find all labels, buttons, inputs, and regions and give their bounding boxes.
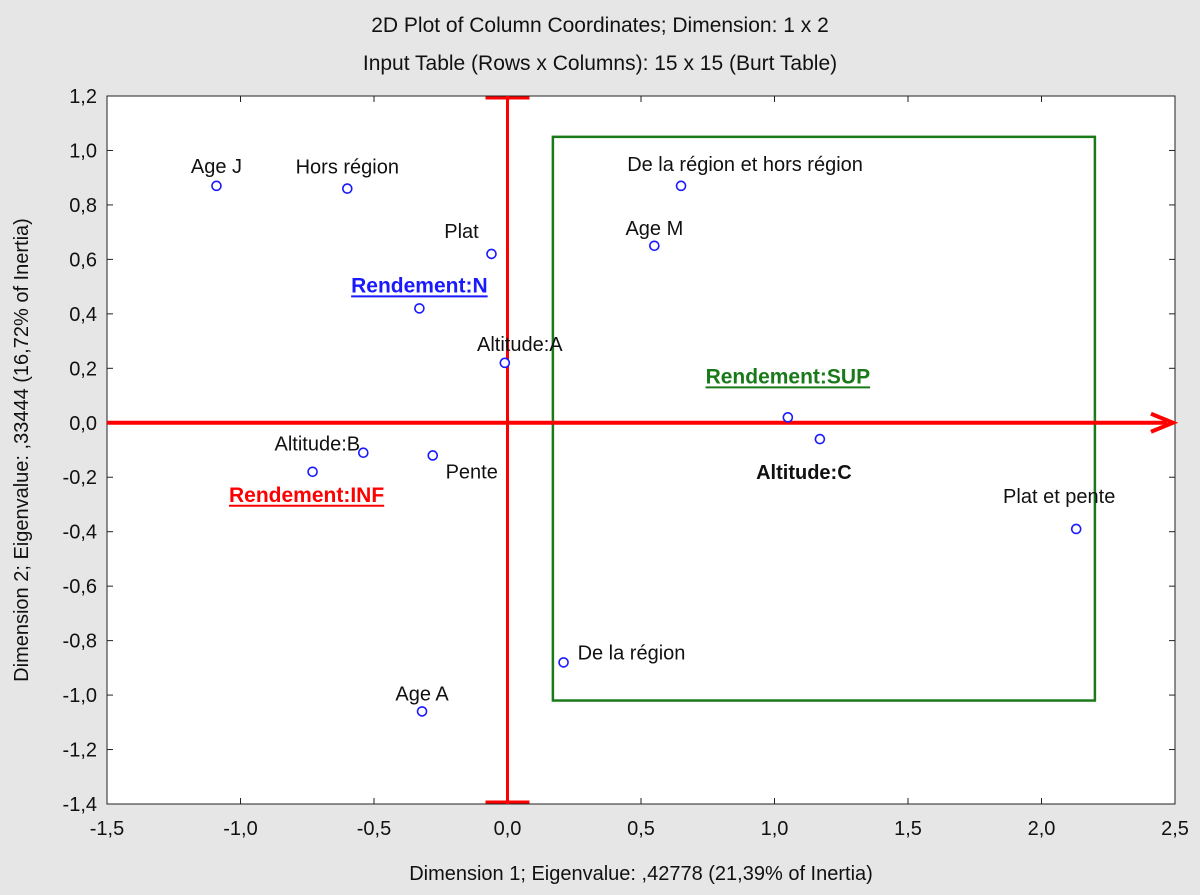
y-axis-ticks: 1,2 1,0 0,8 0,6 0,4 0,2 0,0 -0,2 -0,4 -0,6 -0,8 -1,… [63,86,1175,816]
point-label: Altitude:C [756,462,852,484]
x-tick-label: -1,5 [90,818,124,840]
y-tick-label: 0,2 [69,358,97,380]
point-label: Altitude:A [477,334,563,356]
y-tick-label: -0,2 [63,467,97,489]
x-tick-label: 0,5 [627,818,655,840]
data-point-marker [427,450,439,461]
data-point-marker [814,433,826,445]
data-point-marker [675,180,687,192]
arrow-head-icon [1150,411,1179,434]
point-label: Hors région [296,157,399,179]
point-label: Age J [191,156,242,178]
y-axis-title: Dimension 2; Eigenvalue: ,33444 (16,72% … [11,218,33,682]
point-label: Rendement:N [351,274,488,297]
point-label: Rendement:INF [229,484,384,507]
y-tick-label: 0,6 [69,249,97,271]
y-tick-label: -1,2 [63,740,97,762]
data-point-marker [307,466,318,478]
data-points: Age J Hors région Plat Rendement:N Altitude:… [191,154,1115,717]
data-point-marker [341,183,353,194]
y-tick-label: -1,4 [63,794,97,816]
data-point-marker [486,248,497,260]
chart-subtitle: Input Table (Rows x Columns): 15 x 15 (B… [363,52,837,75]
y-tick-label: 0,0 [69,413,97,435]
point-label: Rendement:SUP [706,365,871,388]
y-tick-label: 1,2 [69,86,97,108]
data-point-marker [211,180,222,192]
x-tick-label: -1,0 [223,818,257,840]
data-point-marker [558,657,569,668]
data-point-marker [649,240,660,252]
point-label: Plat et pente [1003,486,1115,508]
y-tick-label: -1,0 [63,685,97,707]
x-tick-label: -0,5 [357,818,391,840]
x-axis-ticks: -1,5 -1,0 -0,5 0,0 0,5 1,0 1,5 2,0 2,5 [90,96,1189,840]
point-label: Age M [625,218,683,240]
x-tick-label: 0,0 [494,818,522,840]
x-tick-label: 1,0 [761,818,789,840]
x-tick-label: 1,5 [894,818,922,840]
data-point-marker [1070,523,1082,535]
x-tick-label: 2,5 [1161,818,1189,840]
chart-title: 2D Plot of Column Coordinates; Dimension… [371,14,829,37]
data-point-marker [782,412,794,423]
data-point-marker [416,706,428,717]
point-label: Altitude:B [275,434,361,456]
point-label: Pente [446,461,498,483]
reference-axes [107,96,1179,804]
point-label: De la région [578,642,686,664]
x-axis-title: Dimension 1; Eigenvalue: ,42778 (21,39% … [409,863,873,885]
data-point-marker [499,357,511,369]
data-point-marker [414,303,425,314]
highlight-box [551,135,1097,702]
point-label: De la région et hors région [627,154,863,176]
y-tick-label: -0,6 [63,576,97,598]
y-tick-label: -0,4 [63,522,97,544]
plot-area [106,95,1176,805]
y-tick-label: 0,8 [69,195,97,217]
y-tick-label: -0,8 [63,631,97,653]
y-tick-label: 0,4 [69,304,97,326]
point-label: Age A [395,683,449,705]
data-point-marker [358,447,369,459]
point-label: Plat [444,221,479,243]
x-tick-label: 2,0 [1028,818,1056,840]
y-tick-label: 1,0 [69,140,97,162]
